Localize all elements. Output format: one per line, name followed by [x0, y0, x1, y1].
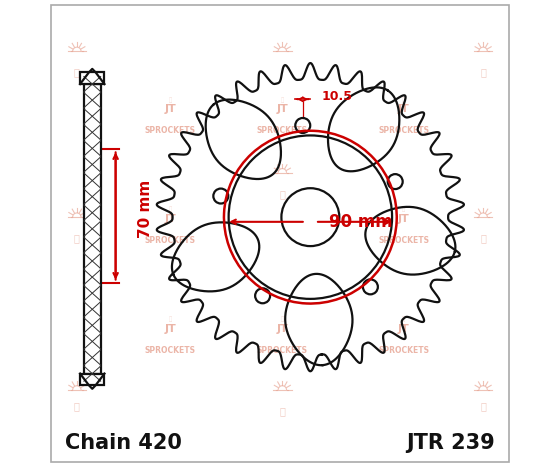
Text: 北: 北: [480, 67, 486, 78]
Text: JT: JT: [165, 214, 176, 224]
Text: 10.5: 10.5: [322, 91, 353, 104]
Text: SPROCKETS: SPROCKETS: [378, 236, 430, 245]
Text: JT: JT: [398, 105, 409, 114]
Text: JTR 239: JTR 239: [406, 433, 495, 453]
Text: 北: 北: [480, 401, 486, 411]
Text: 70 mm: 70 mm: [138, 180, 153, 238]
Text: SPROCKETS: SPROCKETS: [378, 126, 430, 135]
Text: 北: 北: [279, 189, 285, 199]
FancyBboxPatch shape: [80, 374, 105, 385]
FancyBboxPatch shape: [80, 72, 105, 84]
Text: SPROCKETS: SPROCKETS: [144, 126, 196, 135]
Text: 🔧: 🔧: [281, 97, 284, 103]
Text: 🔧: 🔧: [402, 97, 405, 103]
Text: SPROCKETS: SPROCKETS: [144, 346, 196, 354]
Text: 北: 北: [480, 233, 486, 243]
Text: JT: JT: [277, 105, 288, 114]
Text: 🔧: 🔧: [402, 317, 405, 322]
Text: 🔧: 🔧: [281, 317, 284, 322]
Text: 北: 北: [74, 401, 80, 411]
Text: JT: JT: [277, 324, 288, 334]
Text: JT: JT: [398, 214, 409, 224]
Text: SPROCKETS: SPROCKETS: [378, 346, 430, 354]
Text: 🔧: 🔧: [169, 97, 172, 103]
Text: 90 mm: 90 mm: [329, 213, 393, 231]
Text: 🔧: 🔧: [402, 207, 405, 212]
Text: JT: JT: [165, 324, 176, 334]
Text: JT: JT: [398, 324, 409, 334]
Text: SPROCKETS: SPROCKETS: [144, 236, 196, 245]
Text: Chain 420: Chain 420: [65, 433, 182, 453]
Text: 北: 北: [279, 406, 285, 416]
Text: 北: 北: [74, 67, 80, 78]
Bar: [84, 84, 101, 374]
Text: SPROCKETS: SPROCKETS: [257, 346, 308, 354]
Text: 🔧: 🔧: [169, 317, 172, 322]
Text: JT: JT: [165, 105, 176, 114]
Text: 北: 北: [74, 233, 80, 243]
Text: 🔧: 🔧: [169, 207, 172, 212]
Text: SPROCKETS: SPROCKETS: [257, 126, 308, 135]
